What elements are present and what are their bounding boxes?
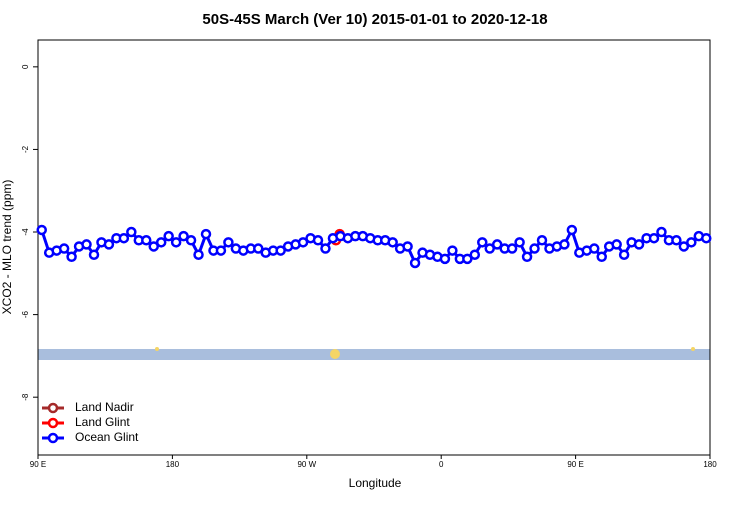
point xyxy=(148,241,159,252)
x-tick-label: 90 E xyxy=(567,460,583,469)
point xyxy=(633,239,645,250)
point xyxy=(611,239,622,250)
y-tick-label: 0 xyxy=(21,64,30,69)
plot-frame xyxy=(37,39,711,456)
point xyxy=(275,245,286,256)
point xyxy=(566,224,578,236)
point xyxy=(88,249,100,260)
surface-spot xyxy=(155,347,159,351)
legend-marker xyxy=(47,432,59,444)
point xyxy=(589,243,600,254)
point xyxy=(185,235,197,246)
point xyxy=(200,228,212,240)
point xyxy=(559,239,570,250)
legend-marker xyxy=(47,417,59,429)
point xyxy=(671,235,682,246)
point xyxy=(701,232,712,244)
point xyxy=(178,230,189,242)
point xyxy=(297,237,309,248)
point xyxy=(118,232,130,244)
legend-label: Land Nadir xyxy=(75,400,134,414)
point xyxy=(536,235,548,246)
point xyxy=(596,251,607,263)
point xyxy=(253,243,264,254)
y-axis-label: XCO2 - MLO trend (ppm) xyxy=(0,180,14,315)
point xyxy=(491,239,503,250)
point xyxy=(387,237,398,248)
point xyxy=(163,230,174,242)
x-tick-label: 90 W xyxy=(297,460,316,469)
point xyxy=(686,237,697,248)
x-tick-label: 180 xyxy=(166,460,180,469)
point xyxy=(618,249,630,260)
point xyxy=(223,237,234,248)
point xyxy=(155,237,167,248)
x-tick-label: 90 E xyxy=(30,460,46,469)
point xyxy=(409,257,421,269)
point xyxy=(447,245,458,256)
surface-band xyxy=(38,349,710,360)
point xyxy=(170,237,182,248)
point xyxy=(103,239,115,250)
point xyxy=(439,253,451,265)
point xyxy=(215,245,227,256)
point xyxy=(656,226,667,238)
point xyxy=(469,249,481,260)
y-tick-label: -6 xyxy=(21,311,30,319)
point xyxy=(529,243,540,254)
x-tick-label: 180 xyxy=(703,460,717,469)
point xyxy=(506,243,518,254)
point xyxy=(320,243,331,254)
point xyxy=(648,232,660,244)
y-tick-label: -2 xyxy=(21,145,30,153)
x-tick-label: 0 xyxy=(439,460,444,469)
point xyxy=(462,253,473,265)
point xyxy=(484,243,495,254)
point xyxy=(514,237,525,248)
surface-spot xyxy=(691,347,695,351)
point xyxy=(477,237,488,248)
point xyxy=(402,241,413,252)
y-tick-label: -4 xyxy=(21,228,30,236)
point xyxy=(141,235,152,246)
surface-spot xyxy=(330,349,340,359)
legend-label: Land Glint xyxy=(75,415,130,429)
point xyxy=(678,241,690,252)
point xyxy=(58,243,70,254)
chart-title: 50S-45S March (Ver 10) 2015-01-01 to 202… xyxy=(202,11,547,28)
point xyxy=(193,249,204,260)
point xyxy=(521,251,533,263)
point xyxy=(312,235,324,246)
point xyxy=(36,224,47,236)
y-tick-label: -8 xyxy=(21,393,30,401)
point xyxy=(81,239,92,250)
legend-marker xyxy=(47,402,59,414)
x-axis-label: Longitude xyxy=(349,476,402,490)
legend-label: Ocean Glint xyxy=(75,430,139,444)
point xyxy=(66,251,77,263)
point xyxy=(126,226,137,238)
